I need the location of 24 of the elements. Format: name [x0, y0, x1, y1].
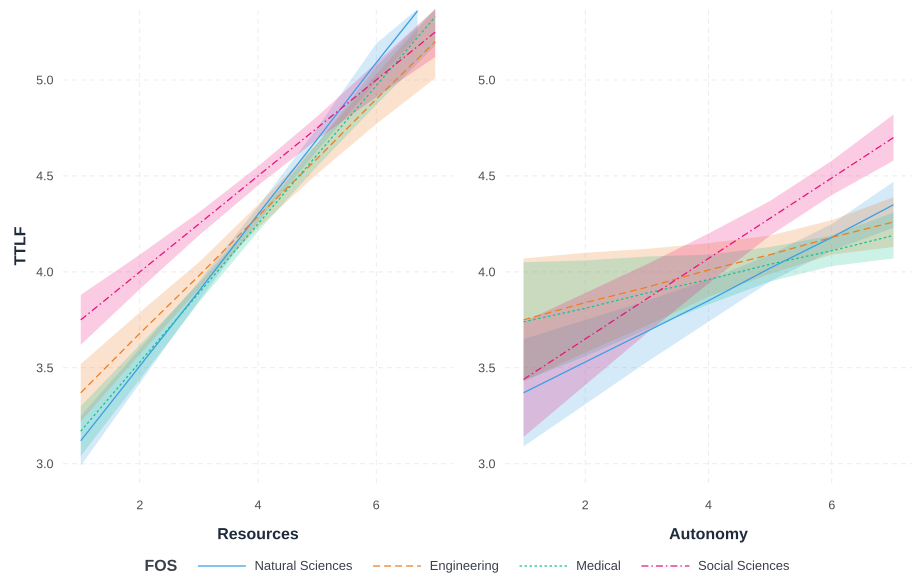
x-tick-label: 2: [136, 500, 143, 510]
x-tick-label: 2: [582, 500, 588, 510]
y-tick-label: 4.5: [36, 172, 53, 180]
y-tick-label: 3.5: [478, 363, 495, 372]
y-tick-label: 3.0: [478, 459, 495, 468]
y-tick-label: 3.5: [36, 363, 53, 372]
y-tick-label: 4.0: [478, 268, 495, 276]
y-tick-label: 4.5: [478, 172, 495, 180]
x-tick-label: 4: [705, 500, 712, 510]
legend-label: Social Sciences: [698, 560, 789, 570]
y-tick-label: 5.0: [36, 76, 53, 84]
x-tick-label: 6: [829, 500, 835, 510]
y-tick-label: 4.0: [36, 268, 53, 276]
y-axis-title: TTLF: [14, 227, 26, 266]
y-tick-label: 5.0: [478, 76, 495, 84]
legend-label: Engineering: [430, 560, 498, 573]
legend-title: FOS: [146, 560, 177, 571]
y-tick-label: 3.0: [36, 459, 53, 468]
x-tick-label: 4: [254, 500, 262, 510]
legend-label: Natural Sciences: [256, 560, 352, 570]
x-axis-title: Resources: [218, 528, 298, 540]
legend-label: Medical: [577, 560, 620, 570]
x-axis-title: Autonomy: [669, 528, 748, 542]
x-tick-label: 6: [373, 500, 380, 510]
